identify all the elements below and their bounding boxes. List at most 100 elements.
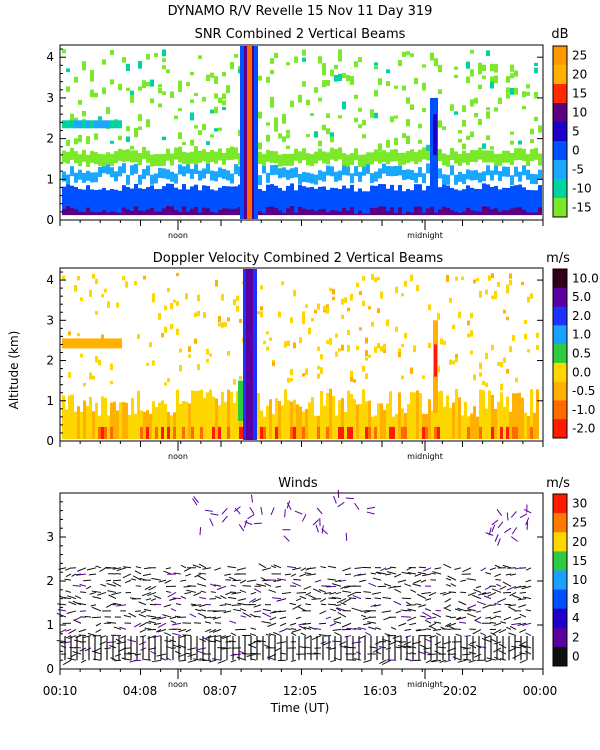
doppler-cell (149, 413, 152, 439)
wind-barb (164, 579, 172, 584)
wind-barb (252, 598, 262, 603)
wind-barb (56, 612, 67, 618)
doppler-cell (140, 410, 143, 439)
snr-cell (82, 120, 86, 129)
snr-cell (74, 172, 78, 183)
doppler-cell (260, 285, 263, 290)
snr-cell (214, 171, 218, 182)
snr-cell (310, 113, 314, 117)
doppler-cell (146, 362, 149, 366)
wind-barb (197, 612, 207, 618)
wind-barb (230, 584, 237, 587)
wind-barb (72, 600, 82, 606)
snr-cell (210, 189, 214, 212)
wind-barb (435, 609, 442, 612)
wind-barb (495, 579, 502, 581)
snr-cell (510, 73, 514, 79)
wind-barb (508, 632, 517, 637)
colorbar-swatch (553, 646, 567, 667)
snr-cell (486, 111, 490, 119)
doppler-cell (92, 273, 95, 279)
doppler-cell (341, 344, 344, 351)
doppler-cell (314, 415, 317, 439)
y-tick-label: 0 (46, 662, 54, 676)
wind-barb (445, 577, 452, 581)
snr-cell (334, 149, 338, 162)
doppler-cell (470, 413, 473, 439)
doppler-cell (326, 426, 329, 439)
wind-barb (332, 583, 342, 587)
wind-barb-upper (494, 534, 499, 542)
colorbar-swatch (553, 179, 567, 199)
snr-cell (466, 185, 470, 208)
wind-barb (112, 567, 122, 570)
wind-barb (253, 588, 262, 593)
snr-cell (198, 55, 202, 59)
wind-barb-upper (209, 518, 214, 527)
doppler-cell (218, 426, 221, 439)
doppler-cell (509, 279, 512, 286)
wind-barb (368, 582, 377, 587)
doppler-cell (287, 377, 290, 383)
doppler-cell (227, 351, 230, 356)
y-tick-label: 3 (46, 530, 54, 544)
snr-cell (162, 91, 166, 95)
doppler-cell (341, 398, 344, 439)
snr-cell (158, 88, 162, 94)
wind-barb (314, 579, 322, 583)
colorbar-swatch (553, 362, 567, 383)
wind-barb (397, 644, 407, 649)
doppler-cell (206, 358, 209, 363)
snr-cell (386, 81, 390, 87)
wind-barb (83, 579, 92, 582)
wind-barb (165, 567, 172, 570)
snr-cell (94, 172, 98, 183)
snr-cell (270, 58, 274, 64)
doppler-cell (71, 338, 74, 349)
snr-cell (70, 205, 74, 216)
wind-barb (405, 658, 412, 661)
wind-barb (200, 609, 207, 612)
snr-cell (338, 170, 342, 181)
snr-cell (390, 116, 394, 123)
wind-barb (352, 595, 362, 600)
wind-barb (519, 591, 527, 594)
snr-cell (106, 120, 110, 129)
snr-cell (70, 147, 74, 160)
wind-barb (272, 610, 282, 614)
snr-cell (82, 172, 86, 183)
wind-barb (414, 573, 422, 577)
doppler-cell (404, 426, 407, 439)
snr-cell (182, 184, 186, 207)
snr-cell (190, 99, 194, 104)
doppler-cell (485, 382, 488, 387)
colorbar-swatch (553, 532, 567, 552)
doppler-cell (425, 413, 428, 439)
snr-cell (178, 88, 182, 92)
doppler-cell (290, 377, 293, 382)
snr-cell (126, 63, 130, 71)
snr-title: SNR Combined 2 Vertical Beams (195, 27, 406, 42)
snr-cell (494, 185, 498, 209)
snr-cell (202, 185, 206, 208)
wind-barb (289, 622, 297, 626)
doppler-cell (230, 391, 233, 439)
doppler-cell (170, 323, 173, 330)
wind-barb (297, 606, 307, 612)
wind-barb (212, 628, 222, 633)
doppler-cell (389, 426, 392, 439)
wind-barb (210, 616, 217, 619)
snr-cell (490, 81, 494, 89)
wind-barb-upper (497, 538, 501, 546)
doppler-cell (374, 346, 377, 353)
snr-cell (282, 190, 286, 214)
snr-cell (358, 124, 362, 129)
doppler-cell (470, 312, 473, 319)
doppler-cell (362, 276, 365, 281)
snr-cell (190, 112, 194, 121)
wind-barb (242, 612, 252, 618)
snr-cell (290, 153, 294, 166)
wind-barb (217, 659, 227, 664)
wind-barb (214, 567, 222, 571)
wind-barb-upper (366, 511, 375, 515)
